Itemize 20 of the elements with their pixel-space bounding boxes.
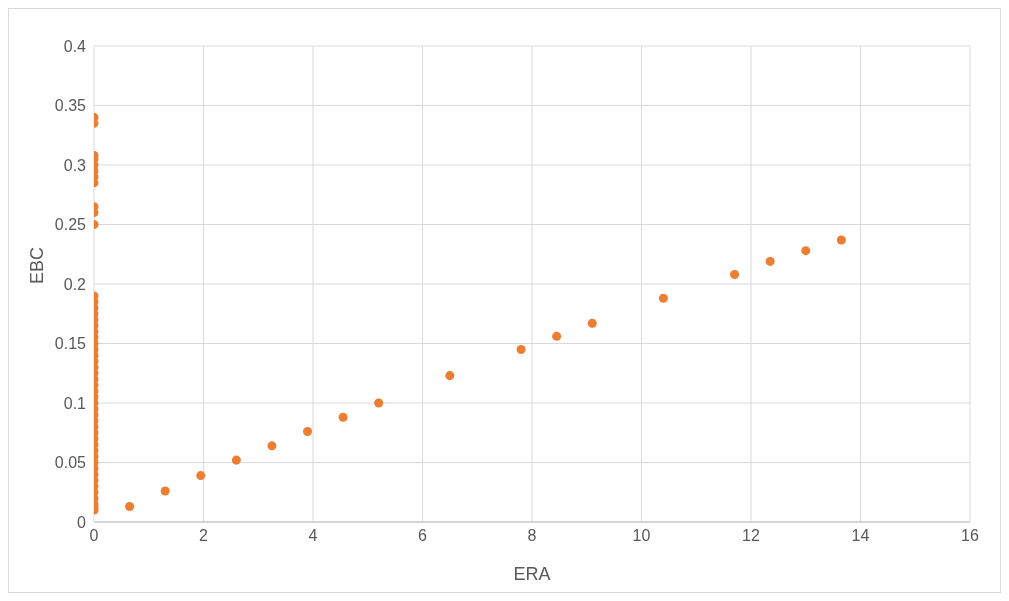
x-tick-label: 2	[199, 527, 209, 545]
x-axis-title: ERA	[513, 564, 551, 584]
y-tick-label: 0.2	[63, 275, 87, 293]
y-tick-label: 0.1	[63, 394, 87, 412]
x-tick-label: 4	[308, 527, 318, 545]
x-tick-label: 0	[89, 527, 99, 545]
y-tick-label: 0.05	[54, 454, 87, 472]
y-tick-label: 0.4	[63, 37, 87, 55]
y-axis-title: EBC	[27, 246, 48, 284]
x-tick-label: 12	[742, 527, 760, 545]
y-tick-label: 0	[77, 513, 87, 531]
y-tick-label: 0.25	[54, 216, 87, 234]
y-tick-label: 0.15	[54, 335, 87, 353]
x-tick-label: 14	[851, 527, 870, 545]
x-tick-label: 6	[418, 527, 428, 545]
y-tick-label: 0.3	[63, 156, 87, 174]
x-tick-label: 16	[961, 527, 979, 545]
y-tick-label: 0.35	[54, 97, 87, 115]
x-tick-label: 8	[527, 527, 537, 545]
x-tick-label: 10	[632, 527, 651, 545]
